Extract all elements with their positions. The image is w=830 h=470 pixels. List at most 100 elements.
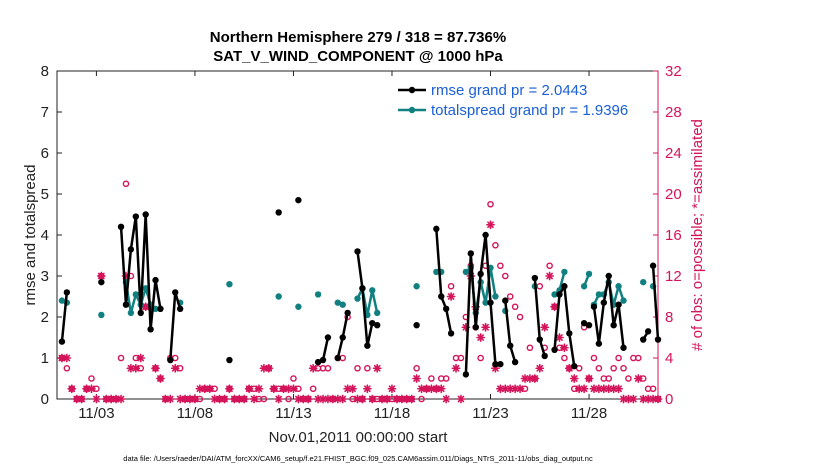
legend-rmse-label: rmse grand pr = 2.0443	[431, 82, 587, 99]
rmse-point	[172, 289, 179, 296]
totalspread-point	[482, 299, 489, 306]
rmse-point	[344, 309, 351, 317]
obs-possible-point	[309, 385, 317, 393]
y-left-tick-label: 1	[41, 350, 49, 367]
rmse-line-segment	[60, 292, 69, 342]
obs-assimilated-point	[77, 394, 87, 404]
rmse-point	[595, 340, 603, 347]
x-tick-label: 11/18	[374, 405, 410, 422]
rmse-point	[640, 336, 647, 343]
x-axis: 11/03 11/08 11/13 11/18 11/23 11/28	[78, 71, 607, 422]
totalspread-point	[585, 270, 593, 278]
obs-possible-point	[428, 375, 435, 382]
obs-assimilated-point	[96, 271, 106, 281]
rmse-line-segment	[435, 228, 453, 334]
totalspread-point	[462, 268, 470, 276]
obs-assimilated-point	[298, 394, 308, 404]
obs-assimilated-point	[486, 220, 495, 230]
obs-assimilated-point	[456, 394, 466, 404]
totalspread-point	[295, 303, 302, 310]
chart-title-line2: SAT_V_WIND_COMPONENT @ 1000 hPa	[213, 48, 503, 65]
totalspread-point	[98, 311, 105, 319]
obs-assimilated-point	[72, 394, 82, 404]
obs-assimilated-point	[67, 384, 77, 394]
y-axis-left-label: rmse and totalspread	[22, 165, 39, 306]
rmse-point	[600, 299, 608, 306]
rmse-point	[127, 246, 135, 253]
rmse-point	[511, 358, 519, 366]
y-left-tick-label: 2	[41, 309, 49, 326]
obs-assimilated-point	[358, 394, 367, 404]
obs-assimilated-point	[62, 353, 72, 363]
obs-assimilated-point	[87, 384, 96, 394]
rmse-point	[536, 336, 543, 343]
obs-assimilated-point	[151, 363, 160, 373]
obs-assimilated-point	[530, 374, 540, 383]
obs-possible-point	[260, 395, 268, 403]
data-file-footnote: data file: /Users/raeder/DAI/ATM_forcXX/…	[123, 454, 593, 463]
rmse-point	[615, 301, 622, 308]
obs-possible-point	[620, 364, 627, 372]
rmse-point	[58, 338, 66, 345]
rmse-point	[98, 278, 105, 286]
rmse-series	[58, 196, 662, 378]
rmse-point	[492, 360, 499, 368]
totalspread-point	[595, 291, 603, 298]
rmse-point	[571, 363, 578, 370]
rmse-point	[364, 342, 371, 349]
obs-assimilated-point	[338, 394, 348, 404]
obs-possible-point	[117, 354, 125, 362]
obs-assimilated-point	[195, 384, 205, 394]
rmse-point	[585, 322, 593, 329]
obs-assimilated-point	[446, 292, 456, 301]
y-right-tick-label: 20	[665, 186, 682, 203]
y-left-tick-label: 6	[41, 145, 49, 162]
rmse-point	[531, 274, 539, 282]
rmse-point	[566, 330, 573, 337]
totalspread-point	[354, 295, 361, 302]
y-left-tick-label: 3	[41, 268, 49, 285]
obs-assimilated-point	[190, 394, 200, 404]
obs-assimilated-point	[318, 394, 328, 404]
rmse-point	[649, 262, 657, 269]
rmse-point	[295, 196, 302, 204]
totalspread-point	[433, 268, 440, 276]
x-tick-label: 11/28	[571, 405, 607, 422]
rmse-point	[314, 358, 322, 366]
rmse-point	[275, 209, 282, 216]
rmse-point	[137, 309, 144, 317]
rmse-point	[497, 360, 504, 368]
obs-assimilated-point	[225, 384, 234, 394]
obs-assimilated-point	[362, 384, 372, 394]
totalspread-point	[275, 293, 282, 300]
totalspread-point	[551, 291, 558, 298]
x-tick-label: 11/13	[275, 405, 311, 422]
obs-possible-point	[497, 262, 504, 270]
totalspread-point	[640, 278, 647, 286]
obs-assimilated-point	[220, 394, 229, 404]
y-right-tick-label: 32	[665, 63, 682, 80]
rmse-point	[487, 299, 494, 306]
obs-assimilated-point	[594, 384, 604, 394]
rmse-point	[319, 356, 327, 364]
totalspread-point	[615, 283, 622, 290]
obs-assimilated-point	[402, 394, 412, 404]
rmse-point	[502, 297, 509, 304]
obs-possible-point	[625, 375, 632, 382]
obs-assimilated-point	[407, 394, 417, 404]
y-left-tick-label: 8	[41, 63, 49, 80]
rmse-point	[354, 248, 361, 255]
rmse-point	[472, 324, 479, 331]
legend-spread-label: totalspread grand pr = 1.9396	[431, 102, 628, 119]
obs-assimilated-point	[353, 394, 362, 404]
obs-possible-point	[492, 241, 499, 249]
totalspread-point	[374, 309, 381, 317]
obs-assimilated-point	[441, 394, 451, 404]
obs-possible-point	[511, 303, 519, 311]
obs-possible-point	[610, 364, 617, 372]
rmse-point	[63, 289, 71, 296]
obs-assimilated-point	[589, 384, 599, 394]
obs-assimilated-point	[165, 394, 175, 404]
obs-possible-point	[634, 354, 642, 362]
